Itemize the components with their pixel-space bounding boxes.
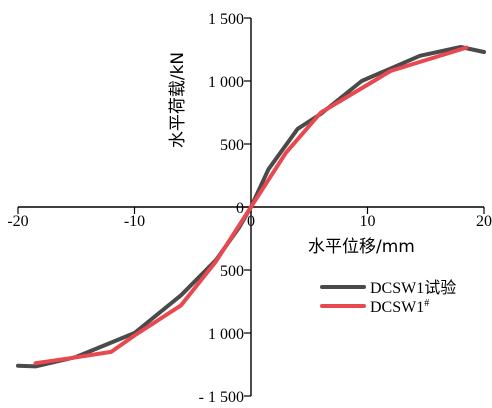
y-tick-label: - 1 500 (199, 389, 244, 406)
legend-label-series-2-name: DCSW1 (370, 299, 424, 316)
y-tick-label: 1 500 (208, 11, 244, 28)
x-axis-title: 水平位移/mm (308, 237, 415, 257)
x-tick-label: 20 (476, 213, 492, 230)
legend-label-series-1: DCSW1试验 (370, 279, 456, 297)
y-tick-label: 500 (220, 137, 244, 154)
legend-label-series-2: DCSW1# (370, 298, 429, 316)
x-tick-label: -20 (7, 213, 28, 230)
y-axis-title: 水平荷载/kN (168, 52, 188, 148)
plot-area: -20 -10 0 10 20 1 500 1 000 500 0 500 1 000 - 1 50… (7, 11, 492, 406)
series-line-2 (33, 45, 469, 366)
x-tick-label: 10 (360, 213, 376, 230)
x-ticks: -20 -10 0 10 20 (7, 207, 492, 230)
y-tick-label: 1 000 (208, 326, 244, 343)
series-line-1 (16, 45, 486, 369)
legend-label-series-2-suffix: # (424, 298, 429, 309)
series-layer (16, 45, 486, 369)
y-tick-label: 1 000 (208, 74, 244, 91)
y-ticks: 1 500 1 000 500 0 500 1 000 - 1 500 (199, 11, 251, 406)
y-tick-label: 500 (220, 263, 244, 280)
legend: DCSW1试验 DCSW1# (320, 279, 456, 316)
x-tick-label: -10 (124, 213, 145, 230)
y-tick-label: 0 (236, 200, 244, 217)
x-tick-label: 0 (247, 213, 255, 230)
